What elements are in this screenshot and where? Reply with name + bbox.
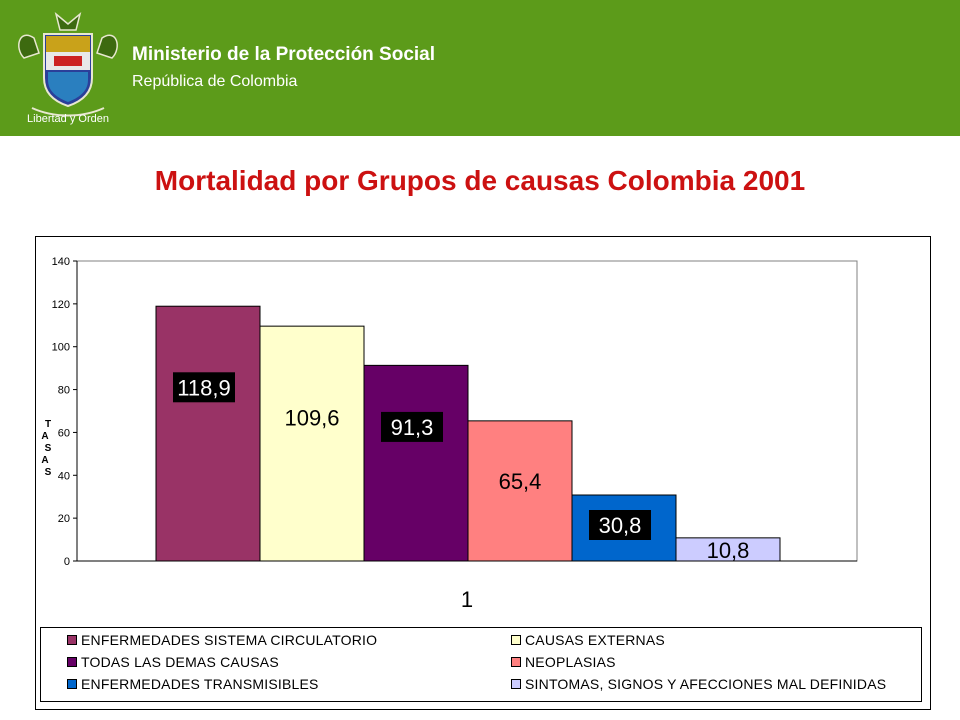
legend-swatch <box>67 635 77 645</box>
legend-swatch <box>511 635 521 645</box>
data-label-box <box>173 372 235 403</box>
bar-2 <box>259 325 365 562</box>
legend-item: SINTOMAS, SIGNOS Y AFECCIONES MAL DEFINI… <box>511 676 886 692</box>
legend-label: NEOPLASIAS <box>525 654 616 670</box>
data-label: 65,4 <box>499 469 542 494</box>
bar-chart: 0 20 40 60 80 100 120 140 T A S A S 118,9 109,6 91,3 65,… <box>41 256 858 612</box>
y-tick-label: 100 <box>52 342 70 354</box>
legend-label: ENFERMEDADES TRANSMISIBLES <box>81 676 319 692</box>
chart-legend: ENFERMEDADES SISTEMA CIRCULATORIO CAUSAS … <box>40 627 922 702</box>
y-tick-label: 120 <box>52 299 70 311</box>
legend-swatch <box>511 679 521 689</box>
legend-label: TODAS LAS DEMAS CAUSAS <box>81 654 279 670</box>
data-label: 10,8 <box>707 538 750 563</box>
y-tick-label: 20 <box>58 513 70 525</box>
data-label: 30,8 <box>599 513 642 538</box>
y-tick-label: 0 <box>64 556 70 568</box>
bar-6 <box>675 537 781 562</box>
data-label-box <box>589 510 651 540</box>
x-category-label: 1 <box>461 587 473 612</box>
slide-title: Mortalidad por Grupos de causas Colombia… <box>154 165 806 196</box>
legend-swatch <box>67 679 77 689</box>
motto-text: Libertad y Orden <box>27 113 109 125</box>
y-tick-label: 80 <box>58 385 70 397</box>
bar-4 <box>467 420 573 562</box>
legend-item: CAUSAS EXTERNAS <box>511 632 665 648</box>
legend-item: TODAS LAS DEMAS CAUSAS <box>67 654 279 670</box>
legend-label: CAUSAS EXTERNAS <box>525 632 665 648</box>
coat-of-arms-icon: Libertad y Orden <box>18 11 118 125</box>
legend-label: SINTOMAS, SIGNOS Y AFECCIONES MAL DEFINI… <box>525 676 887 692</box>
legend-swatch <box>511 657 521 667</box>
ministry-name: Ministerio de la Protección Social <box>132 44 436 65</box>
legend-item: NEOPLASIAS <box>511 654 616 670</box>
y-tick-label: 40 <box>58 470 70 482</box>
data-label: 109,6 <box>284 406 339 431</box>
y-tick-label: 140 <box>52 256 70 268</box>
data-label-box <box>381 411 443 442</box>
legend-swatch <box>67 657 77 667</box>
header-banner: Libertad y Orden Ministerio de la Protec… <box>0 0 960 136</box>
legend-label: ENFERMEDADES SISTEMA CIRCULATORIO <box>81 632 378 648</box>
legend-item: ENFERMEDADES TRANSMISIBLES <box>67 676 319 692</box>
bar-3 <box>363 364 469 562</box>
data-label: 118,9 <box>177 375 230 400</box>
legend-item: ENFERMEDADES SISTEMA CIRCULATORIO <box>67 632 377 648</box>
bar-1 <box>155 305 261 562</box>
y-tick-label: 60 <box>58 427 70 439</box>
data-label: 91,3 <box>391 415 434 440</box>
country-name: República de Colombia <box>132 73 298 90</box>
